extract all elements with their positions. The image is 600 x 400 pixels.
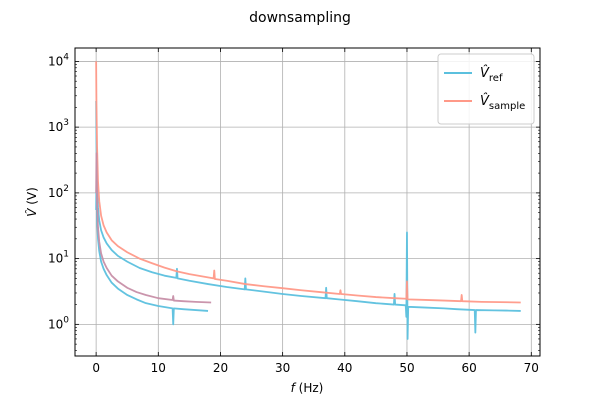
legend-box [437,53,535,125]
series-line-3 [95,152,212,304]
chart-title: downsampling [249,10,351,26]
x-tick-label: 40 [337,361,352,375]
x-tick-label: 60 [461,361,476,375]
y-axis: 100 101 102 103 104 [48,52,540,351]
series-line-0 [95,100,521,340]
y-tick-label: 104 [48,52,69,68]
legend: V̂ref V̂sample [437,53,535,125]
x-tick-label: 10 [151,361,166,375]
x-tick-label: 0 [92,361,100,375]
x-axis-label: f (Hz) [291,381,324,395]
series-line-2 [95,180,209,326]
plot-frame [74,47,541,357]
y-tick-label: 101 [48,250,69,266]
legend-entry: V̂ref [480,66,503,84]
y-axis-label: V̂ (V) [25,187,39,217]
series-line-1 [95,61,521,304]
series-layer [95,61,521,340]
x-tick-label: 50 [399,361,414,375]
x-tick-label: 20 [213,361,228,375]
x-axis: 0 10 20 30 40 50 60 70 [92,48,539,375]
y-tick-label: 102 [48,184,69,200]
x-tick-label: 70 [524,361,539,375]
legend-entry: V̂sample [480,94,525,112]
y-tick-label: 103 [48,118,69,134]
x-tick-label: 30 [275,361,290,375]
y-tick-label: 100 [48,315,69,331]
